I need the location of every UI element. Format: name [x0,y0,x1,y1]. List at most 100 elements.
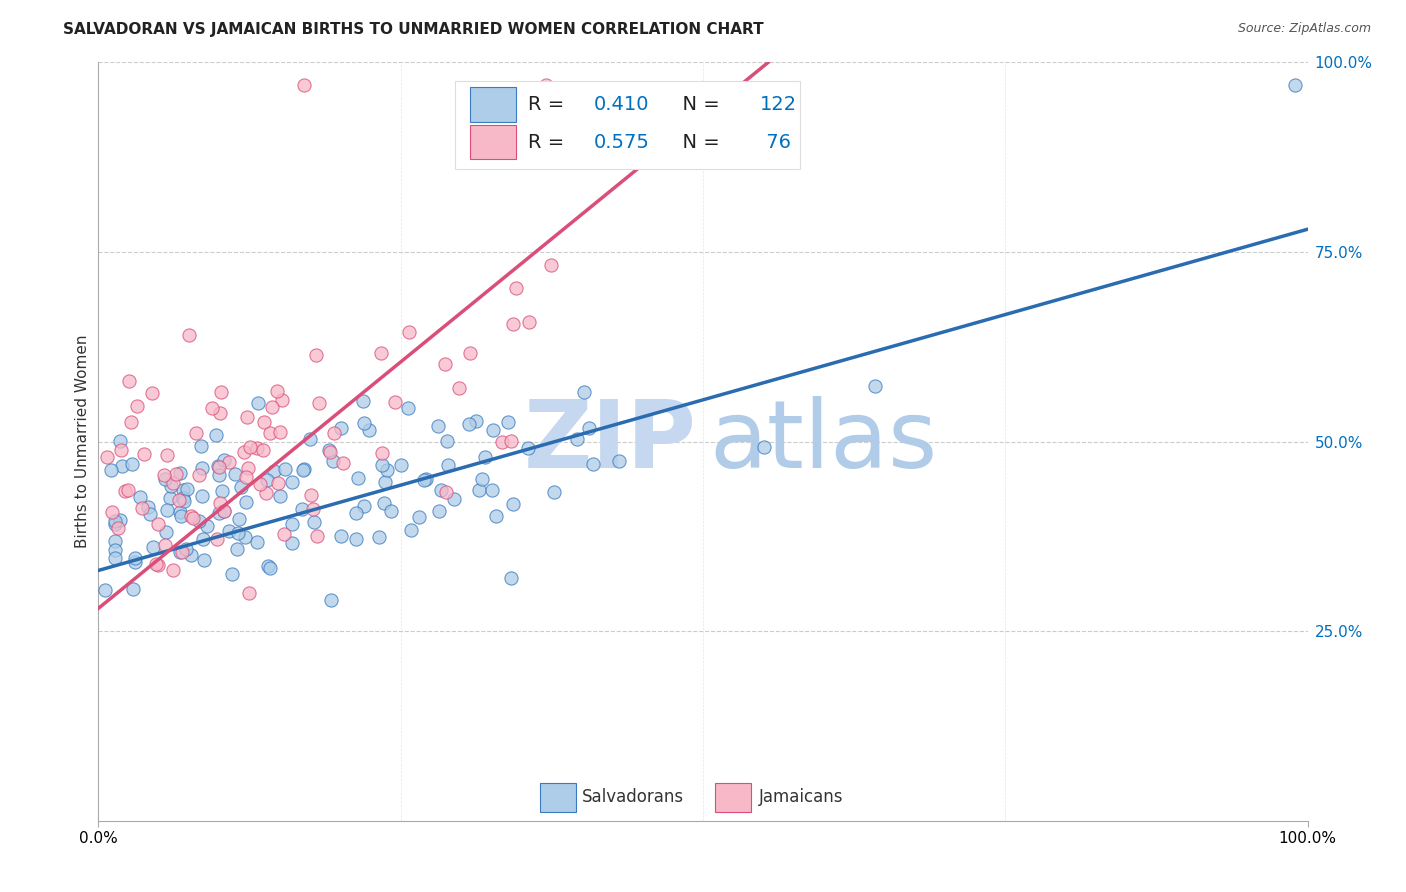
Point [204,428,226,442]
Point [156,448,179,462]
Point [246,441,269,455]
Point [502,498,524,512]
Point [170,509,193,524]
Point [232,444,254,458]
Text: Source: ZipAtlas.com: Source: ZipAtlas.com [1237,22,1371,36]
Point [190,439,212,453]
Point [239,440,262,454]
Point [233,530,256,544]
Point [430,483,453,498]
Point [271,392,294,407]
Point [375,463,398,477]
Point [94,582,117,597]
Point [517,315,540,329]
Point [572,384,595,399]
Point [863,378,886,392]
Point [516,441,538,455]
Point [208,460,231,475]
Point [108,513,131,527]
Text: Salvadorans: Salvadorans [582,789,685,806]
Point [347,471,370,485]
Point [191,489,214,503]
Point [505,281,527,295]
Point [266,476,288,491]
Point [108,434,131,448]
Point [447,381,470,395]
Point [371,445,394,459]
Point [153,538,176,552]
Point [212,504,235,518]
Point [468,483,491,498]
Point [398,326,420,340]
Point [207,458,229,473]
Point [238,586,260,600]
Point [181,510,204,524]
Point [197,519,219,533]
Point [207,532,229,546]
Point [322,454,344,468]
Point [177,327,200,342]
Point [259,561,281,575]
Point [114,483,136,498]
Point [159,491,181,505]
Point [434,484,457,499]
Point [110,442,132,457]
Point [120,415,142,429]
Point [153,472,176,486]
Point [124,550,146,565]
Point [180,509,202,524]
Point [254,485,277,500]
Point [162,476,184,491]
Text: 122: 122 [759,95,797,113]
Point [353,416,375,430]
Point [499,434,522,449]
Point [607,454,630,468]
Point [169,506,191,520]
Point [162,563,184,577]
Point [121,458,143,472]
Point [464,414,486,428]
Point [235,409,257,424]
Point [498,416,520,430]
Text: 0.410: 0.410 [595,95,650,113]
Point [481,483,503,498]
Point [263,464,285,478]
Point [193,553,215,567]
Point [218,524,240,539]
Point [371,458,394,473]
Point [209,384,232,399]
Point [280,516,302,531]
Point [172,483,194,497]
Point [302,502,325,516]
Bar [470,87,516,121]
Point [359,423,381,437]
Point [427,504,450,518]
Point [501,572,523,586]
Point [208,506,231,520]
Point [208,496,231,510]
Text: 0.575: 0.575 [595,133,650,152]
Point [142,541,165,555]
Point [235,470,257,484]
Point [228,512,250,526]
Point [540,258,562,272]
Point [124,555,146,569]
Text: N =: N = [671,95,727,113]
Point [138,500,160,514]
Point [201,401,224,416]
Point [226,525,249,540]
Point [256,473,278,487]
Point [252,415,274,429]
Point [249,477,271,491]
Point [269,425,291,439]
Point [252,442,274,457]
Point [436,434,458,448]
Point [415,472,437,486]
Point [173,493,195,508]
Point [191,532,214,546]
Point [131,500,153,515]
Point [319,444,342,458]
Point [101,505,124,519]
FancyBboxPatch shape [456,81,800,169]
Point [344,533,367,547]
